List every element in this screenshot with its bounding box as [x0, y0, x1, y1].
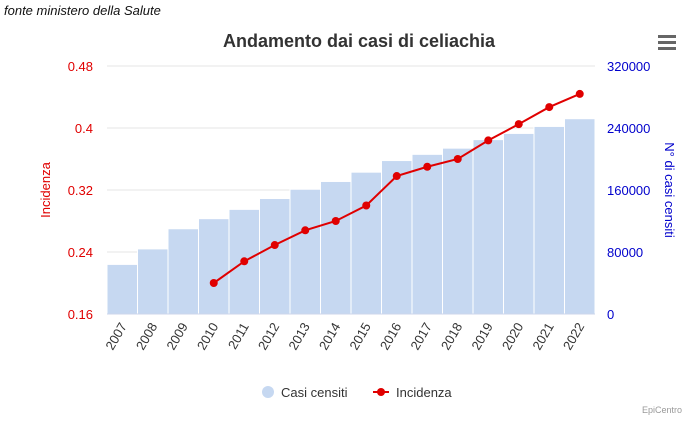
legend-line-label: Incidenza — [396, 385, 452, 400]
right-axis-title: N° di casi censiti — [662, 142, 677, 238]
x-axis-tick-label: 2022 — [560, 320, 587, 353]
right-axis-tick-label: 160000 — [607, 183, 650, 198]
bar-2018[interactable] — [442, 147, 474, 315]
incidence-point-2016[interactable] — [392, 172, 401, 181]
bar-2020[interactable] — [503, 132, 535, 315]
x-axis-tick-label: 2016 — [377, 320, 404, 353]
right-axis-tick-label: 320000 — [607, 59, 650, 74]
left-axis-title: Incidenza — [38, 161, 53, 217]
bar-2016[interactable] — [381, 160, 413, 315]
incidence-point-2022[interactable] — [575, 89, 584, 98]
bar-2014[interactable] — [320, 180, 352, 315]
source-note: fonte ministero della Salute — [4, 3, 161, 18]
incidence-point-2012[interactable] — [270, 241, 279, 250]
x-axis-tick-label: 2011 — [225, 320, 252, 352]
left-axis-tick-label: 0.24 — [68, 245, 93, 260]
x-axis-tick-label: 2020 — [499, 320, 526, 353]
bar-2019[interactable] — [472, 139, 504, 315]
legend-line-marker — [377, 388, 385, 396]
legend-bars-symbol[interactable] — [262, 386, 274, 398]
x-axis-tick-label: 2015 — [346, 320, 373, 353]
bar-2007[interactable] — [106, 263, 138, 315]
bar-2022[interactable] — [564, 118, 596, 315]
hamburger-menu-icon[interactable] — [656, 33, 678, 53]
incidence-point-2018[interactable] — [453, 155, 462, 163]
incidence-point-2020[interactable] — [514, 120, 523, 129]
chart-title: Andamento dai casi di celiachia — [223, 31, 496, 51]
incidence-point-2019[interactable] — [484, 136, 493, 145]
left-axis-tick-label: 0.4 — [75, 121, 93, 136]
bar-2010[interactable] — [198, 218, 230, 315]
incidence-point-2010[interactable] — [209, 279, 218, 287]
right-axis-tick-label: 0 — [607, 307, 614, 322]
x-axis-tick-label: 2008 — [133, 320, 160, 353]
x-axis-tick-label: 2012 — [255, 320, 282, 353]
right-axis-tick-label: 240000 — [607, 121, 650, 136]
x-axis-tick-label: 2021 — [529, 320, 556, 353]
incidence-point-2021[interactable] — [545, 103, 554, 112]
incidence-point-2014[interactable] — [331, 217, 340, 225]
left-axis-tick-label: 0.16 — [68, 307, 93, 322]
bar-2008[interactable] — [137, 248, 169, 315]
left-axis-tick-label: 0.32 — [68, 183, 93, 198]
left-axis-tick-label: 0.48 — [68, 59, 93, 74]
incidence-point-2015[interactable] — [362, 201, 371, 210]
x-axis-tick-label: 2017 — [407, 320, 434, 353]
x-axis-tick-label: 2010 — [194, 320, 221, 353]
bar-2017[interactable] — [411, 153, 443, 315]
x-axis-tick-label: 2007 — [102, 320, 129, 353]
x-axis-tick-label: 2019 — [468, 320, 495, 353]
x-axis-tick-label: 2009 — [163, 320, 190, 353]
incidence-point-2013[interactable] — [301, 226, 310, 235]
incidence-point-2017[interactable] — [423, 162, 432, 171]
incidence-point-2011[interactable] — [240, 257, 249, 266]
bar-2012[interactable] — [259, 198, 291, 315]
x-axis-tick-label: 2018 — [438, 320, 465, 353]
bar-2015[interactable] — [350, 171, 382, 315]
x-axis-tick-label: 2013 — [285, 320, 312, 353]
bar-2009[interactable] — [167, 228, 199, 315]
right-axis-tick-label: 80000 — [607, 245, 643, 260]
x-axis-tick-label: 2014 — [316, 320, 343, 353]
credits-link[interactable]: EpiCentro — [641, 405, 682, 415]
bar-2021[interactable] — [533, 125, 565, 315]
bar-2013[interactable] — [289, 188, 321, 315]
legend-bars-label: Casi censiti — [281, 385, 348, 400]
